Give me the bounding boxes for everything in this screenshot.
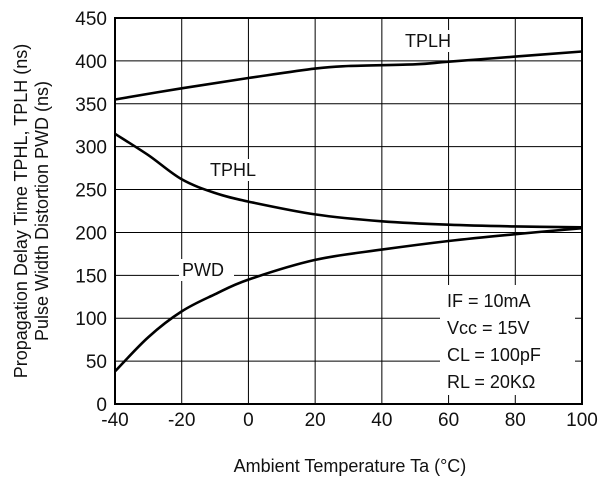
y-tick-label: 50 [86,352,107,373]
series-line-tphl [114,132,583,229]
series-lines [114,50,583,373]
series-label-tphl: TPHL [210,160,256,180]
condition-cl: CL = 100pF [447,345,541,365]
x-tick-label: 80 [505,410,526,431]
x-axis-label: Ambient Temperature Ta (°C) [234,456,467,476]
series-line-tplh [114,50,583,101]
tphl-label-background [207,159,267,181]
y-tick-label: 450 [75,9,107,30]
pwd-label-background [179,259,234,281]
x-tick-labels: -40 -20 0 20 40 60 80 100 [101,410,598,431]
y-tick-label: 150 [75,266,107,287]
x-tick-label: 40 [371,410,392,431]
y-tick-labels: 0 50 100 150 200 250 300 350 400 450 [75,9,107,416]
test-conditions: IF = 10mA Vcc = 15V CL = 100pF RL = 20KΩ [440,285,575,395]
y-tick-label: 200 [75,223,107,244]
x-tick-label: 60 [438,410,459,431]
y-axis-label-line-1: Propagation Delay Time TPHL, TPLH (ns) [11,44,31,378]
y-axis-label-line-2: Pulse Width Distortion PWD (ns) [32,81,52,341]
series-line-pwd [114,226,583,373]
y-tick-label: 300 [75,138,107,159]
test-conditions-background [440,285,575,395]
x-tick-label: 20 [305,410,326,431]
y-tick-label: 400 [75,52,107,73]
plot-frame [114,17,583,405]
series-labels: TPLH TPHL PWD [179,30,460,281]
tplh-label-background [402,30,460,52]
x-tick-label: -40 [101,410,128,431]
condition-vcc: Vcc = 15V [447,318,530,338]
x-tick-label: 0 [243,410,254,431]
y-tick-label: 100 [75,309,107,330]
series-label-tplh: TPLH [405,31,451,51]
y-tick-label: 350 [75,95,107,116]
series-label-pwd: PWD [182,260,224,280]
condition-if: IF = 10mA [447,291,531,311]
y-tick-label: 0 [96,395,107,416]
x-tick-label: 100 [566,410,598,431]
x-tick-label: -20 [168,410,195,431]
y-tick-label: 250 [75,181,107,202]
condition-rl: RL = 20KΩ [447,372,535,392]
